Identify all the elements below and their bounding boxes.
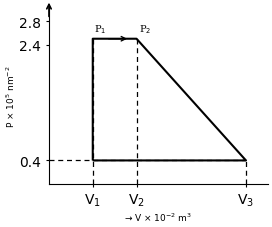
Text: P$_2$: P$_2$ (139, 23, 151, 36)
Y-axis label: P × 10$^5$ nm$^{-2}$: P × 10$^5$ nm$^{-2}$ (4, 65, 17, 127)
X-axis label: → V × 10$^{-2}$ m$^3$: → V × 10$^{-2}$ m$^3$ (124, 210, 193, 223)
Text: P$_1$: P$_1$ (94, 23, 106, 36)
